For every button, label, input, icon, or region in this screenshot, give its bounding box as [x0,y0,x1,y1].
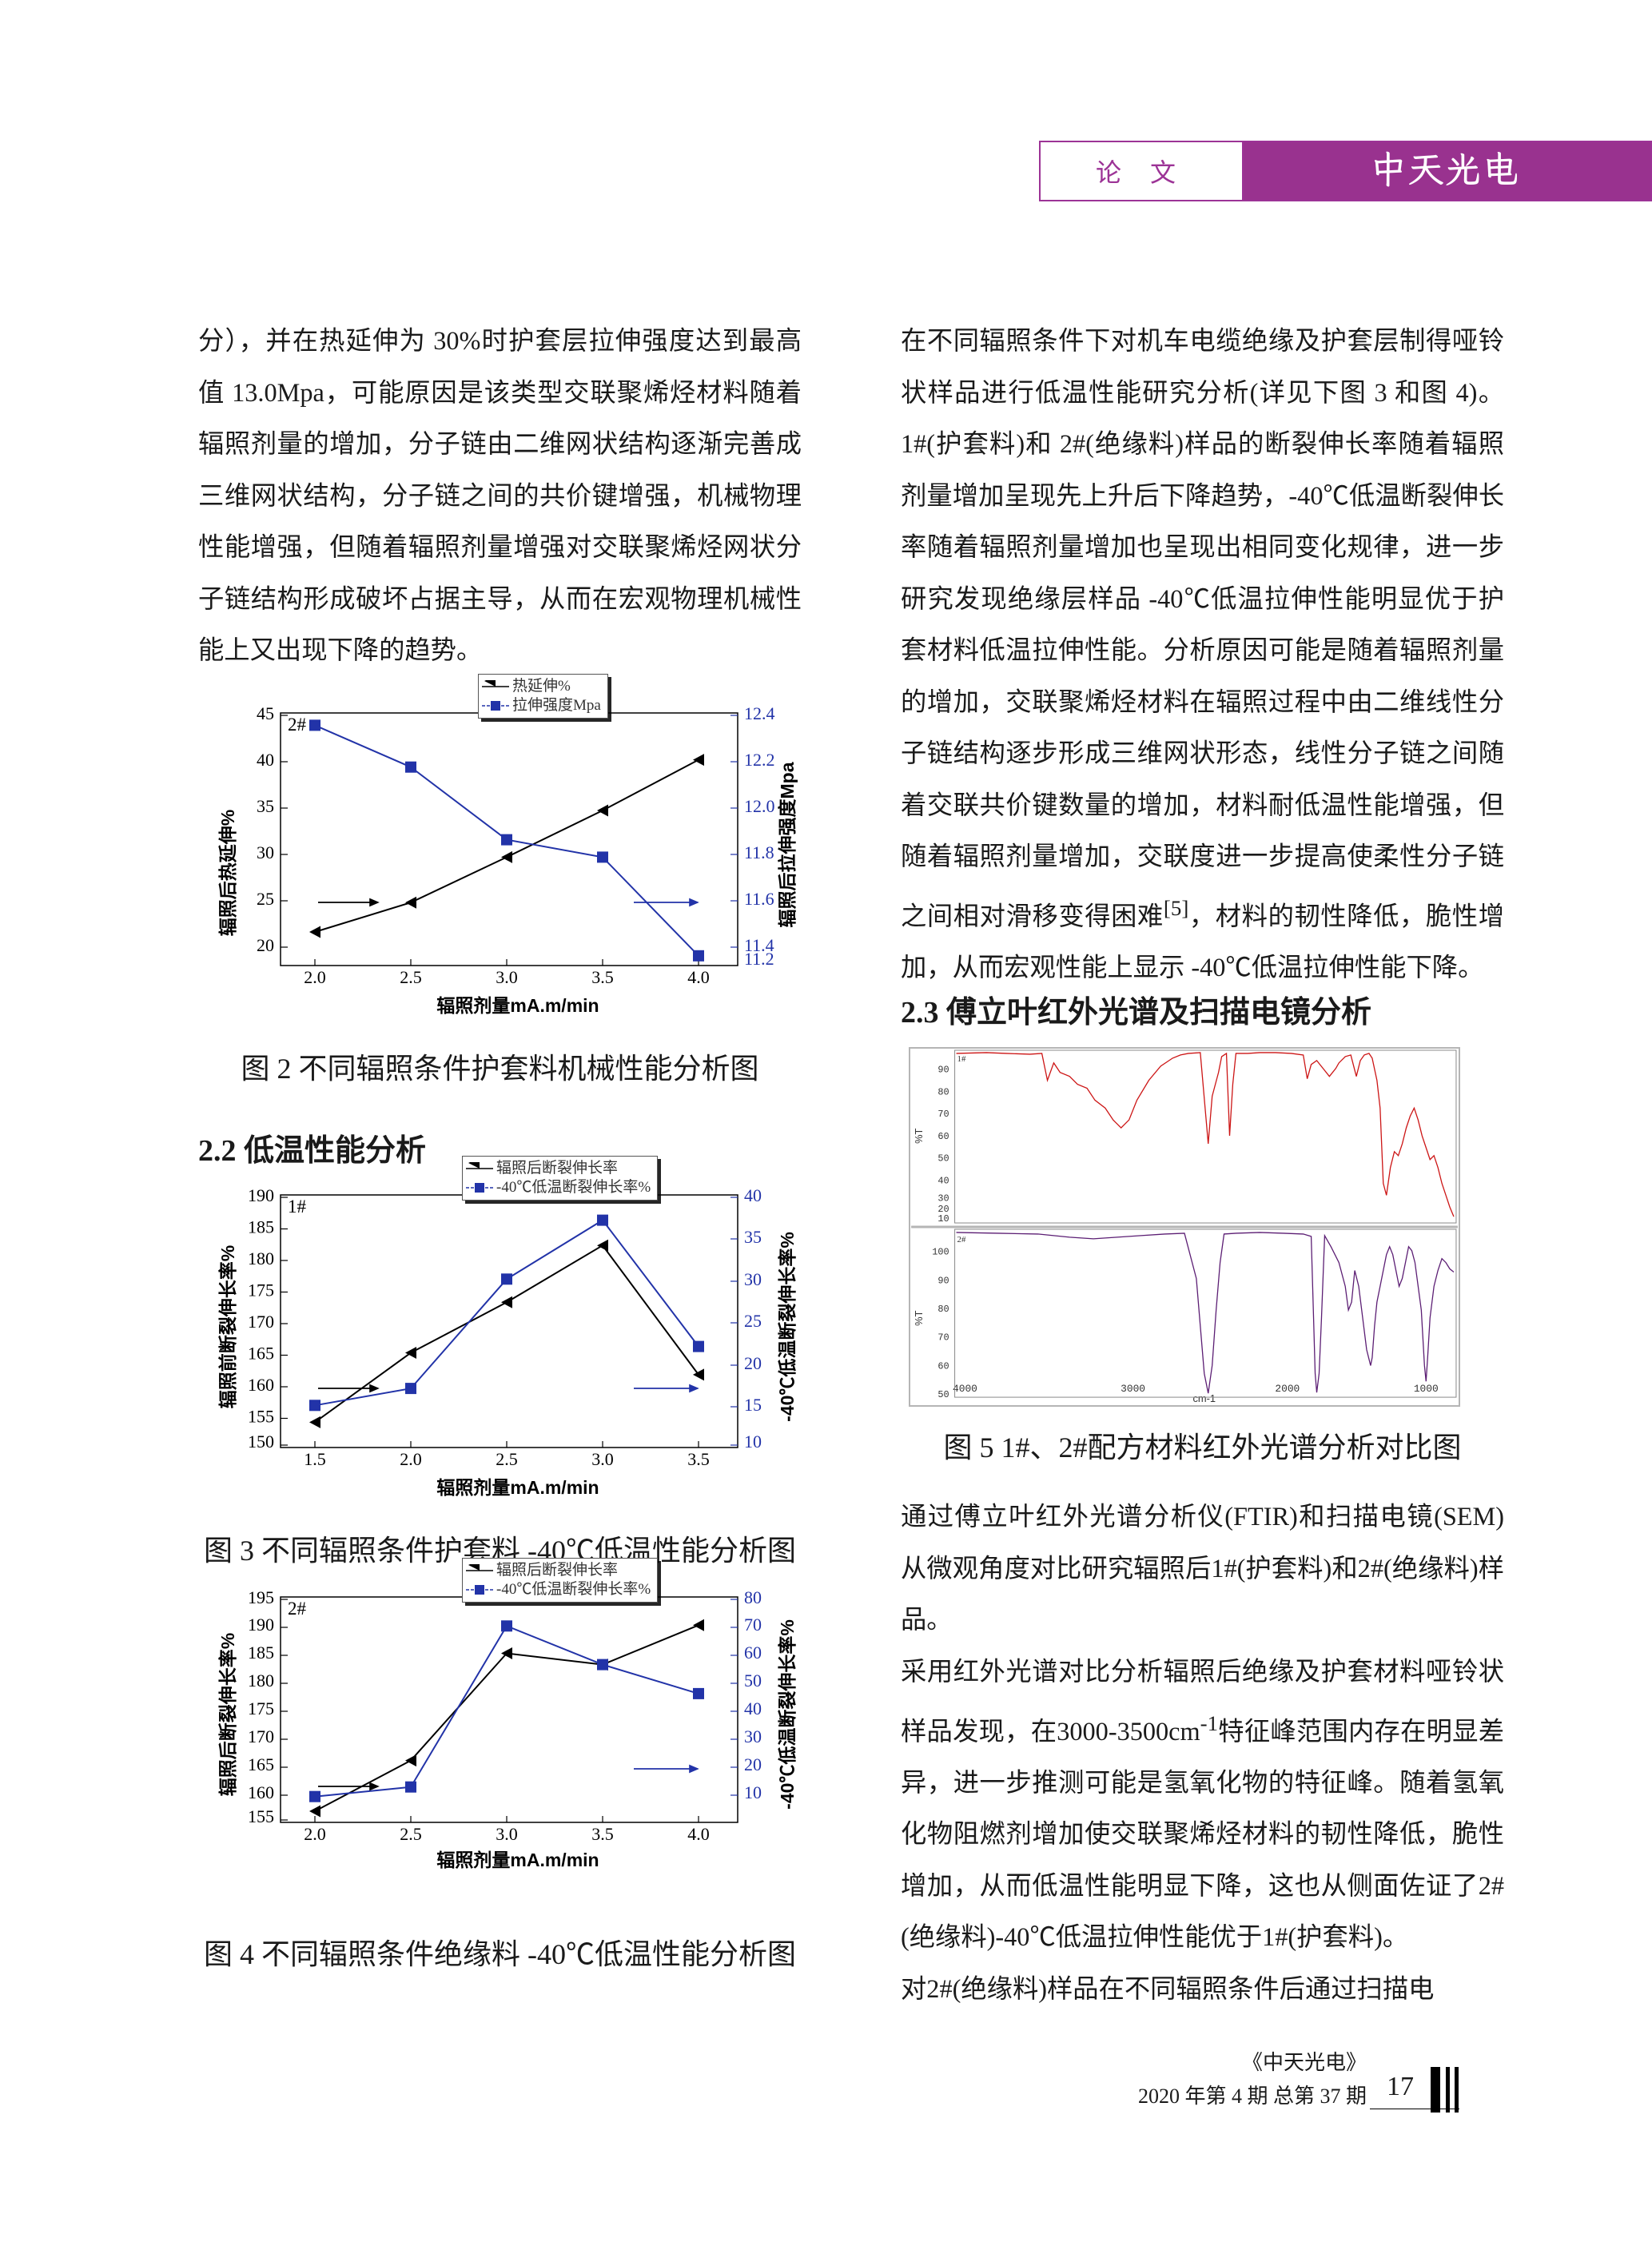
svg-text:1#: 1# [288,1197,307,1217]
svg-text:190: 190 [248,1615,274,1635]
svg-text:25: 25 [744,1311,762,1331]
svg-text:2.0: 2.0 [304,967,326,987]
svg-text:90: 90 [937,1065,949,1076]
svg-text:3.5: 3.5 [591,1824,614,1844]
svg-text:155: 155 [248,1806,274,1826]
svg-text:3000: 3000 [1121,1383,1145,1395]
svg-text:35: 35 [257,796,274,816]
svg-text:10: 10 [744,1432,762,1452]
svg-text:30: 30 [937,1193,949,1204]
svg-text:10: 10 [937,1213,949,1225]
svg-text:3.0: 3.0 [496,1824,518,1844]
svg-text:50: 50 [937,1153,949,1165]
svg-text:11.8: 11.8 [744,842,774,862]
svg-text:190: 190 [248,1185,274,1205]
svg-text:80: 80 [937,1304,949,1315]
svg-text:160: 160 [248,1375,274,1395]
svg-text:70: 70 [744,1615,762,1635]
svg-text:cm-1: cm-1 [1192,1392,1216,1404]
svg-text:12.4: 12.4 [744,703,775,723]
svg-text:11.6: 11.6 [744,889,774,909]
svg-text:165: 165 [248,1754,274,1774]
svg-text:170: 170 [248,1312,274,1332]
svg-text:2#: 2# [957,1235,966,1244]
svg-text:100: 100 [932,1247,949,1258]
svg-text:辐照后断裂伸长率%: 辐照后断裂伸长率% [217,1633,238,1796]
svg-text:1#: 1# [957,1054,966,1064]
svg-text:辐照后拉伸强度Mpa: 辐照后拉伸强度Mpa [777,762,798,927]
svg-text:175: 175 [248,1698,274,1718]
svg-text:4.0: 4.0 [687,1824,710,1844]
svg-text:1000: 1000 [1414,1383,1439,1395]
svg-text:3.0: 3.0 [496,967,518,987]
svg-text:60: 60 [937,1131,949,1142]
svg-text:12.0: 12.0 [744,796,775,816]
svg-text:4000: 4000 [953,1383,977,1395]
svg-text:2000: 2000 [1275,1383,1300,1395]
svg-text:2.5: 2.5 [496,1449,518,1469]
svg-text:10: 10 [744,1782,762,1802]
svg-text:20: 20 [744,1754,762,1774]
svg-text:80: 80 [937,1086,949,1097]
svg-text:50: 50 [744,1671,762,1690]
svg-text:30: 30 [744,1726,762,1746]
svg-text:辐照剂量mA.m/min: 辐照剂量mA.m/min [436,1850,599,1870]
svg-text:40: 40 [257,750,274,770]
svg-text:80: 80 [744,1587,762,1607]
svg-text:%T: %T [913,1310,925,1325]
svg-text:2.0: 2.0 [304,1824,326,1844]
svg-text:30: 30 [257,842,274,862]
svg-text:1.5: 1.5 [304,1449,326,1469]
svg-text:中天光电: 中天光电 [1370,150,1519,192]
svg-text:60: 60 [744,1643,762,1663]
svg-text:40: 40 [744,1185,762,1205]
svg-text:2.0: 2.0 [400,1449,422,1469]
svg-text:11.2: 11.2 [744,949,774,969]
svg-text:35: 35 [744,1227,762,1247]
svg-text:25: 25 [257,889,274,909]
svg-text:20: 20 [744,1353,762,1373]
svg-text:4.0: 4.0 [687,967,710,987]
svg-text:180: 180 [248,1671,274,1690]
svg-text:12.2: 12.2 [744,750,775,770]
svg-text:30: 30 [744,1269,762,1289]
svg-text:45: 45 [257,703,274,723]
svg-text:辐照剂量mA.m/min: 辐照剂量mA.m/min [436,995,599,1016]
svg-text:3.5: 3.5 [591,967,614,987]
svg-text:150: 150 [248,1432,274,1452]
svg-text:辐照前断裂伸长率%: 辐照前断裂伸长率% [217,1245,238,1408]
svg-text:-40℃低温断裂伸长率%: -40℃低温断裂伸长率% [777,1232,798,1422]
svg-text:20: 20 [257,935,274,955]
svg-text:60: 60 [937,1360,949,1372]
svg-text:2.5: 2.5 [400,967,422,987]
svg-text:2#: 2# [288,1599,307,1619]
svg-text:3.5: 3.5 [687,1449,710,1469]
svg-text:2.5: 2.5 [400,1824,422,1844]
svg-text:160: 160 [248,1782,274,1802]
svg-text:-40℃低温断裂伸长率%: -40℃低温断裂伸长率% [777,1619,798,1810]
svg-text:2#: 2# [288,715,307,735]
svg-text:155: 155 [248,1407,274,1427]
svg-text:40: 40 [937,1175,949,1186]
svg-text:40: 40 [744,1698,762,1718]
svg-text:90: 90 [937,1275,949,1286]
svg-text:辐照后热延伸%: 辐照后热延伸% [217,810,238,936]
svg-text:70: 70 [937,1109,949,1120]
svg-text:50: 50 [937,1389,949,1400]
svg-text:3.0: 3.0 [591,1449,614,1469]
svg-text:70: 70 [937,1332,949,1344]
svg-text:180: 180 [248,1248,274,1268]
svg-text:185: 185 [248,1217,274,1237]
svg-text:辐照剂量mA.m/min: 辐照剂量mA.m/min [436,1477,599,1498]
svg-text:195: 195 [248,1587,274,1607]
svg-text:15: 15 [744,1395,762,1415]
svg-text:185: 185 [248,1643,274,1663]
svg-text:175: 175 [248,1280,274,1300]
svg-text:%T: %T [913,1128,925,1143]
svg-text:165: 165 [248,1344,274,1364]
svg-text:170: 170 [248,1726,274,1746]
